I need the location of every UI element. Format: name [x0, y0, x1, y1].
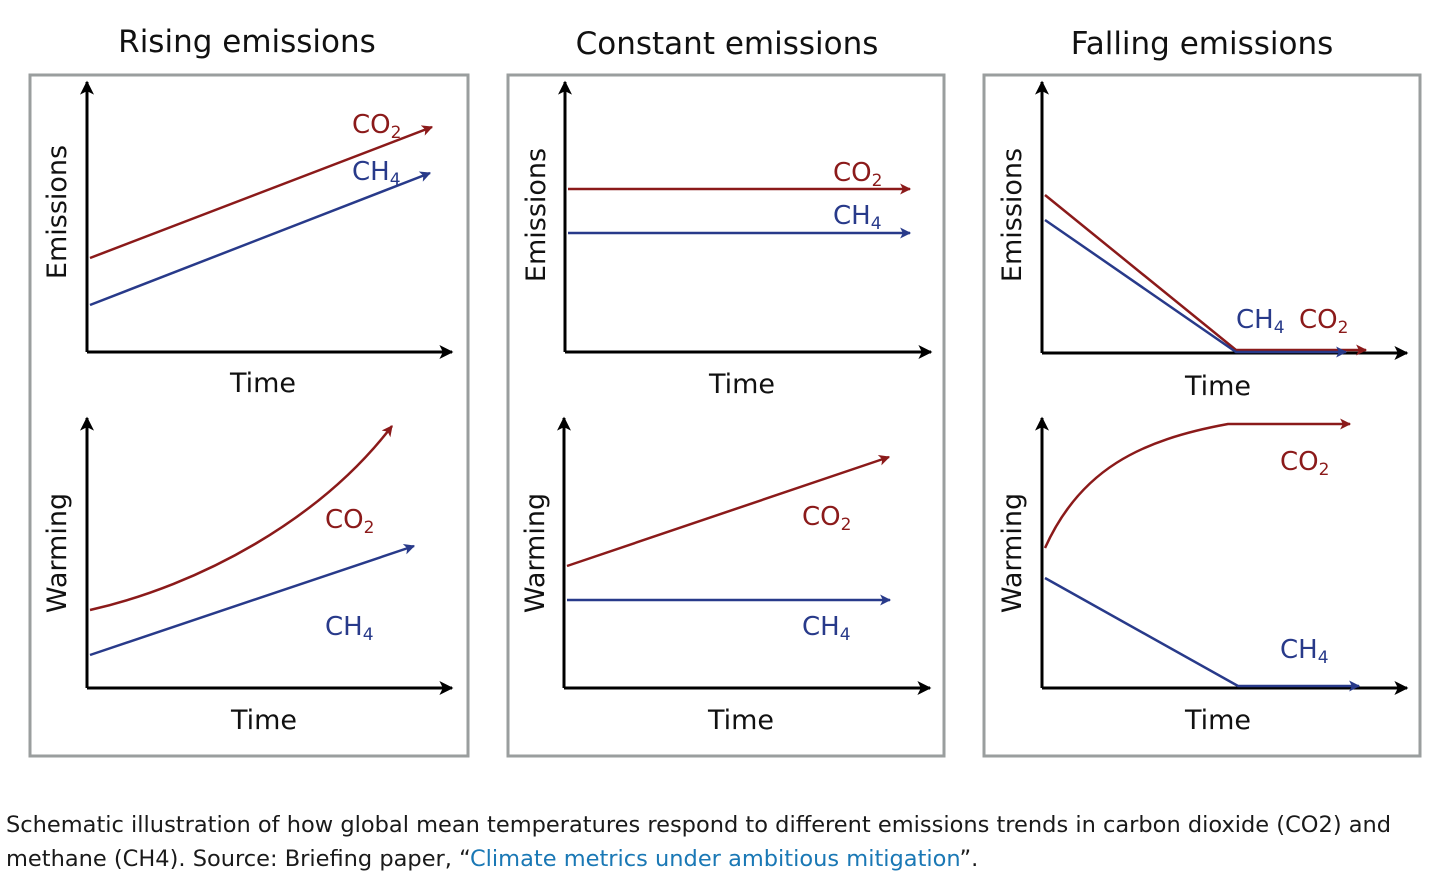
co2-line [1044, 194, 1368, 356]
panel-frame [982, 73, 1422, 758]
ch4-label: CH4 [352, 157, 401, 190]
y-axis-label: Warming [997, 493, 1028, 613]
co2-line [566, 454, 891, 568]
co2-label: CO2 [1299, 305, 1348, 338]
panel-frame [28, 73, 470, 758]
source-link[interactable]: Climate metrics under ambitious mitigati… [469, 846, 960, 872]
figure-caption: Schematic illustration of how global mea… [6, 808, 1446, 876]
panel-frame [506, 73, 946, 758]
ch4-line [89, 171, 432, 307]
x-axis-label: Time [708, 369, 775, 400]
emissions-chart: Emissions Time CO2 CH4 [997, 80, 1409, 402]
y-axis-label: Warming [520, 493, 551, 613]
co2-label: CO2 [802, 502, 851, 535]
x-axis-label: Time [230, 705, 297, 736]
co2-label: CO2 [352, 110, 401, 143]
emissions-chart: Emissions Time CO2 CH4 [42, 80, 454, 399]
x-axis-label: Time [229, 368, 296, 399]
co2-label: CO2 [325, 505, 374, 538]
ch4-label: CH4 [325, 612, 374, 645]
x-axis-label: Time [1184, 371, 1251, 402]
y-axis-label: Warming [42, 493, 73, 613]
caption-text: Schematic illustration of how global mea… [6, 812, 1392, 872]
co2-line [89, 125, 434, 260]
ch4-line [89, 543, 416, 657]
warming-chart: Warming Time CO2 CH4 [42, 416, 454, 736]
ch4-label: CH4 [833, 201, 882, 234]
y-axis-label: Emissions [997, 148, 1028, 282]
panel-constant: Constant emissions Emissions Time CO2 CH… [506, 26, 946, 758]
ch4-line [1044, 576, 1361, 692]
panel-title: Falling emissions [1071, 26, 1334, 62]
panel-rising: Rising emissions Emissions Time CO2 CH4 … [28, 24, 470, 758]
co2-line [89, 425, 393, 612]
co2-label: CO2 [833, 158, 882, 191]
panel-title: Rising emissions [118, 24, 376, 60]
ch4-label: CH4 [1236, 305, 1285, 338]
emissions-warming-figure: Rising emissions Emissions Time CO2 CH4 … [28, 24, 1422, 758]
warming-chart: Warming Time CO2 CH4 [520, 416, 932, 736]
panel-title: Constant emissions [576, 26, 879, 62]
co2-label: CO2 [1280, 447, 1329, 480]
warming-chart: Warming Time CO2 CH4 [997, 416, 1409, 736]
x-axis-label: Time [1184, 705, 1251, 736]
ch4-line [1044, 218, 1348, 358]
y-axis-label: Emissions [521, 148, 552, 282]
co2-line [1043, 418, 1352, 549]
ch4-label: CH4 [802, 612, 851, 645]
emissions-chart: Emissions Time CO2 CH4 [521, 80, 933, 400]
ch4-label: CH4 [1280, 635, 1329, 668]
y-axis-label: Emissions [42, 145, 73, 279]
caption-end: ”. [959, 846, 979, 872]
x-axis-label: Time [707, 705, 774, 736]
panel-falling: Falling emissions Emissions Time CO2 CH4… [982, 26, 1422, 758]
